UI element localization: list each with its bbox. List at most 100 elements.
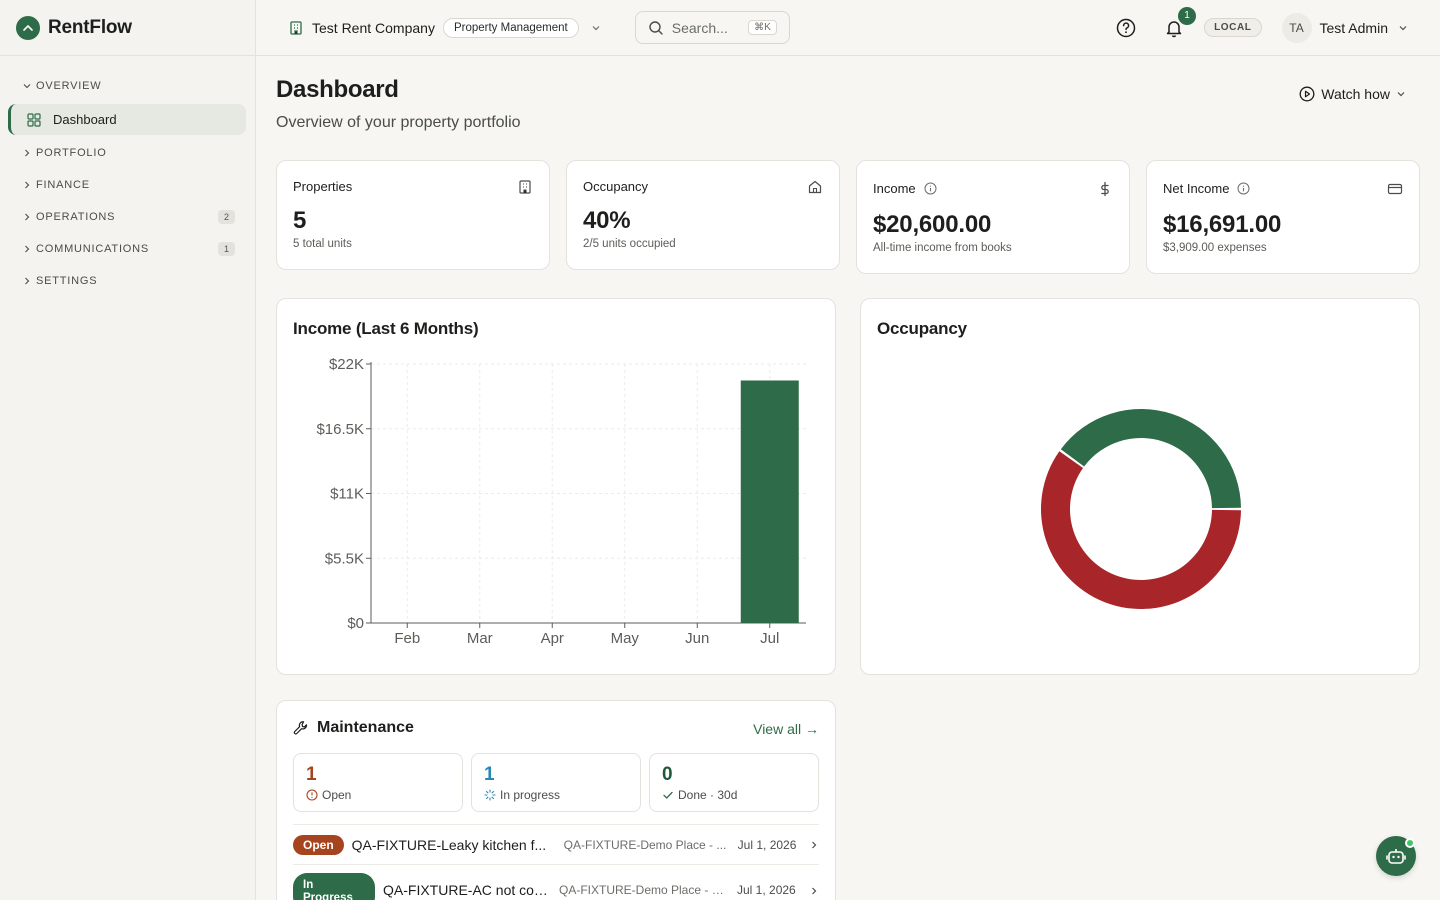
maintenance-stat-done[interactable]: 0 Done · 30d [649, 753, 819, 812]
stat-card-net-income[interactable]: Net Income $16,691.00 $3,909.00 expenses [1146, 160, 1420, 274]
bar-jul[interactable] [740, 380, 799, 623]
chevron-down-icon [1399, 25, 1407, 30]
help-button[interactable] [1110, 12, 1142, 44]
user-menu[interactable]: TA Test Admin [1281, 12, 1408, 43]
online-status-dot [1405, 838, 1415, 848]
income-chart-card: Income (Last 6 Months) $0 $5.5K $11K $16.5K… [276, 298, 836, 675]
stat-card-occupancy[interactable]: Occupancy 40% 2/5 units occupied [566, 160, 840, 270]
donut-slice-occupied[interactable] [1060, 409, 1241, 509]
user-name: Test Admin [1319, 19, 1388, 36]
stat-value: 40% [583, 207, 631, 234]
building-icon [290, 20, 302, 35]
sidebar-section-communications[interactable]: COMMUNICATIONS 1 [0, 233, 255, 265]
chevron-down-icon [592, 25, 600, 30]
stat-sub: $3,909.00 expenses [1163, 242, 1267, 254]
occupancy-chart-card: Occupancy [860, 298, 1420, 675]
building-icon [517, 179, 533, 200]
sidebar-section-label: PORTFOLIO [36, 147, 107, 159]
help-circle-icon [1116, 18, 1136, 37]
chevron-right-icon [22, 244, 32, 254]
row-title: QA-FIXTURE-AC not coo... [383, 882, 551, 898]
topbar: Test Rent Company Property Management Se… [256, 0, 1440, 56]
check-icon [663, 791, 673, 799]
status-badge: Open [293, 834, 344, 855]
stat-label: Occupancy [583, 179, 649, 194]
status-badge: In Progress [293, 873, 375, 900]
stat-card-properties[interactable]: Properties 5 5 total units [276, 160, 550, 270]
sidebar-item-dashboard[interactable]: Dashboard [8, 104, 246, 135]
stat-card-income[interactable]: Income $20,600.00 All-time income from b… [856, 160, 1130, 274]
sidebar-section-settings[interactable]: SETTINGS [0, 265, 255, 297]
info-icon[interactable] [924, 182, 937, 195]
stat-label: In progress [500, 788, 561, 802]
stat-count: 1 [484, 764, 495, 785]
company-switcher[interactable]: Test Rent Company Property Management [288, 17, 609, 38]
stat-label-row: Done · 30d [662, 788, 737, 802]
assistant-bot-button[interactable] [1376, 836, 1416, 876]
y-tick-label: $0 [347, 615, 364, 632]
x-tick-label: Apr [541, 630, 564, 647]
credit-card-icon [1387, 181, 1403, 202]
search-input[interactable]: Search... ⌘K [634, 11, 790, 44]
x-tick-label: Feb [394, 630, 420, 647]
sidebar-nav: OVERVIEW Dashboard PORTFOLIO FINANCE OPE… [0, 56, 255, 297]
row-title: QA-FIXTURE-Leaky kitchen f... [351, 836, 547, 853]
stat-value: 5 [293, 207, 307, 234]
stat-value: $20,600.00 [873, 211, 992, 238]
page-subtitle: Overview of your property portfolio [276, 114, 521, 131]
sidebar-section-overview[interactable]: OVERVIEW [0, 70, 255, 102]
dollar-icon [1097, 181, 1113, 202]
avatar: TA [1281, 12, 1312, 43]
stat-count: 1 [306, 764, 317, 785]
stat-label: Properties [293, 179, 353, 194]
row-date: Jul 1, 2026 [737, 883, 796, 897]
x-tick-label: Mar [467, 630, 493, 647]
sidebar-item-label: Dashboard [53, 112, 117, 127]
sidebar-section-label: COMMUNICATIONS [36, 243, 150, 255]
donut-slice-vacant[interactable] [1041, 451, 1241, 609]
brand[interactable]: RentFlow [0, 0, 255, 56]
stat-label-row: In progress [484, 788, 560, 802]
row-date: Jul 1, 2026 [737, 837, 797, 852]
company-name: Test Rent Company [312, 19, 435, 36]
chevron-right-icon [22, 212, 32, 222]
search-icon [649, 20, 663, 35]
row-property: QA-FIXTURE-Demo Place - ... [563, 837, 727, 852]
sidebar-section-label: OPERATIONS [36, 211, 116, 223]
maintenance-stat-in-progress[interactable]: 1 In progress [471, 753, 641, 812]
maintenance-row[interactable]: In Progress QA-FIXTURE-AC not coo... QA-… [293, 864, 819, 900]
row-property: QA-FIXTURE-Demo Place - U... [559, 883, 727, 897]
chevron-right-icon [22, 148, 32, 158]
sidebar-section-finance[interactable]: FINANCE [0, 169, 255, 201]
sidebar-section-label: SETTINGS [36, 275, 98, 287]
sidebar: RentFlow OVERVIEW Dashboard PORTFOLIO FI… [0, 0, 256, 900]
stat-label-row: Open [306, 788, 351, 802]
info-icon[interactable] [1237, 182, 1250, 195]
watch-how-label: Watch how [1321, 86, 1390, 102]
stat-label: Net Income [1163, 181, 1230, 196]
sidebar-section-portfolio[interactable]: PORTFOLIO [0, 137, 255, 169]
wrench-icon [293, 721, 308, 735]
company-type-tag: Property Management [442, 17, 579, 38]
notifications-button[interactable]: 1 [1158, 6, 1197, 44]
count-badge: 1 [217, 242, 235, 256]
chevron-down-icon [1397, 92, 1405, 97]
x-tick-label: Jul [760, 630, 779, 647]
maintenance-stat-open[interactable]: 1 Open [293, 753, 463, 812]
stat-sub: All-time income from books [873, 242, 1012, 254]
chevron-right-icon [812, 841, 817, 848]
sidebar-section-label: FINANCE [36, 179, 90, 191]
y-tick-label: $5.5K [325, 550, 364, 567]
stat-label: Open [322, 788, 352, 802]
sidebar-section-operations[interactable]: OPERATIONS 2 [0, 201, 255, 233]
brand-name: RentFlow [48, 16, 132, 38]
y-tick-label: $16.5K [316, 421, 364, 438]
chevron-down-icon [22, 81, 32, 91]
stat-label-row: Net Income [1163, 181, 1250, 196]
maintenance-row[interactable]: Open QA-FIXTURE-Leaky kitchen f... QA-FI… [293, 824, 819, 864]
watch-how-button[interactable]: Watch how [1291, 82, 1420, 106]
x-tick-label: May [611, 630, 640, 647]
income-bar-chart: $0 $5.5K $11K $16.5K $22K Feb Mar Apr May Jun Jul [316, 356, 806, 647]
stat-sub: 5 total units [293, 238, 352, 250]
view-all-link[interactable]: View all → [753, 721, 819, 737]
